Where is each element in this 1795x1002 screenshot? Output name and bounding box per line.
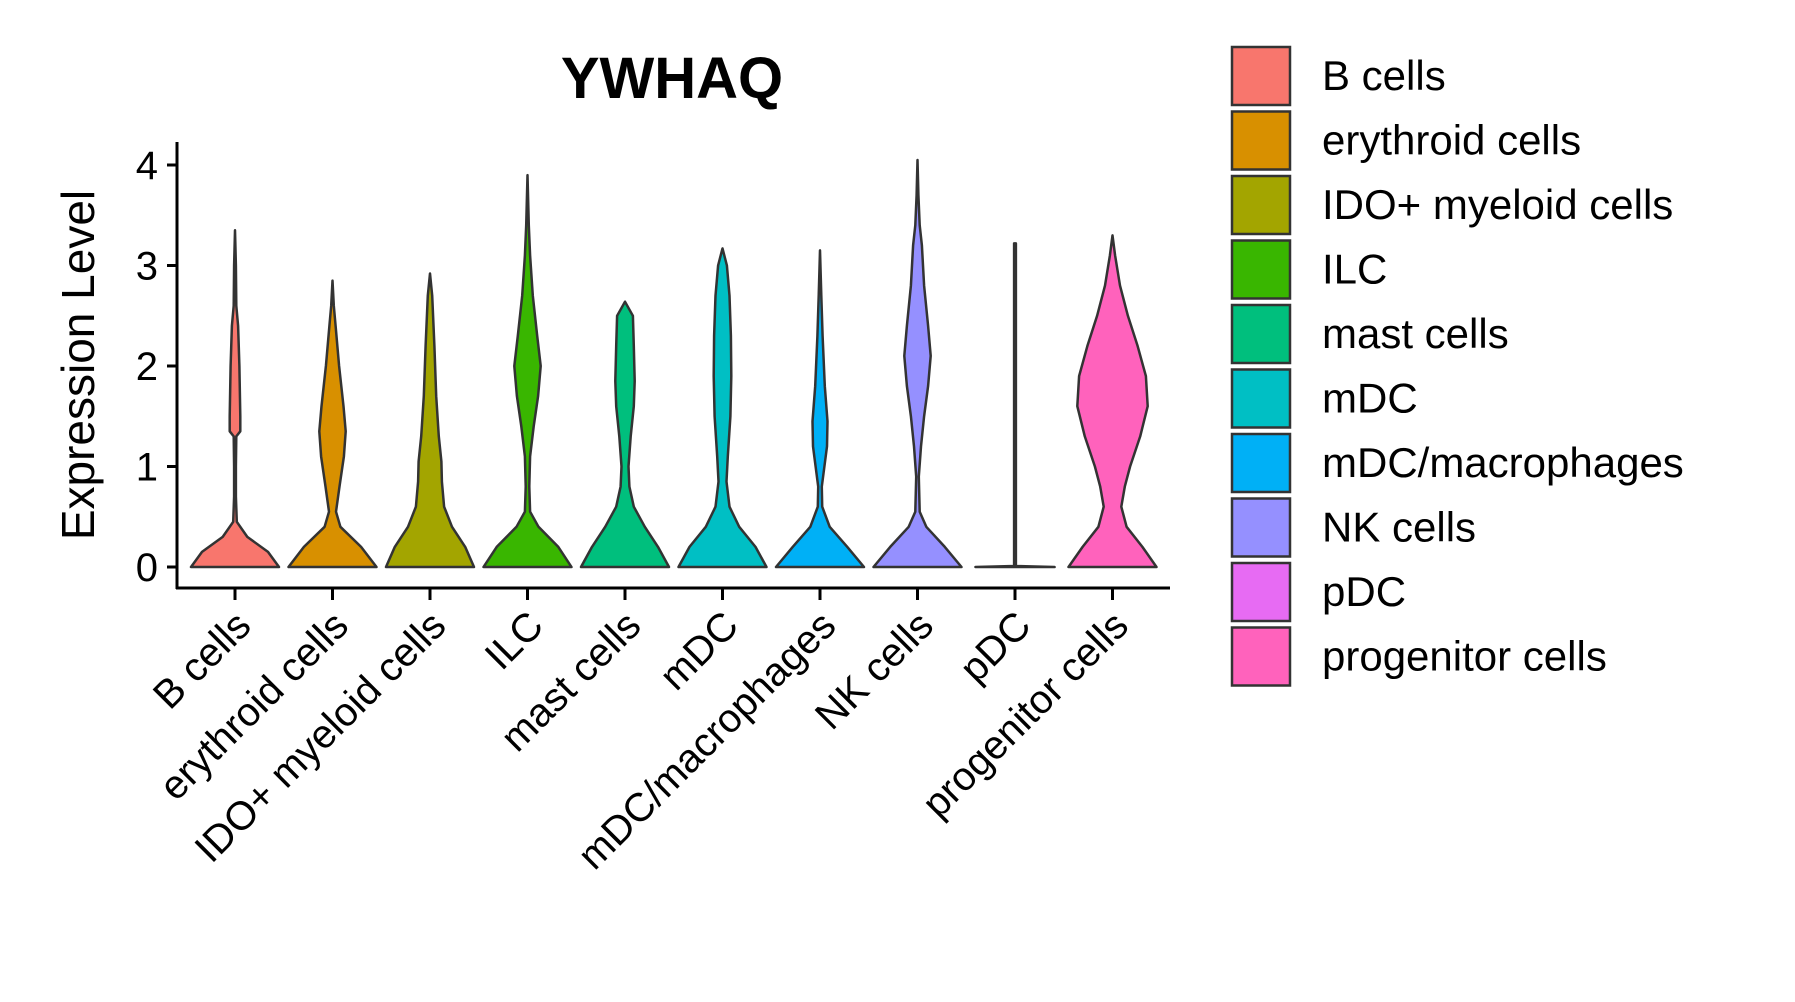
legend-label: ILC bbox=[1322, 246, 1387, 293]
legend-label: NK cells bbox=[1322, 504, 1476, 551]
legend-label: B cells bbox=[1322, 52, 1446, 99]
legend: B cells erythroid cells IDO+ myeloid cells… bbox=[1230, 45, 1684, 687]
legend-label: erythroid cells bbox=[1322, 117, 1581, 164]
y-tick-label: 1 bbox=[136, 446, 158, 490]
violin-ido-myeloid-cells bbox=[384, 272, 476, 569]
y-tick-label: 4 bbox=[136, 144, 158, 188]
violin-plot-area bbox=[189, 158, 1158, 569]
chart-title: YWHAQ bbox=[561, 46, 783, 111]
violin-ilc bbox=[482, 173, 573, 569]
y-tick-label: 0 bbox=[136, 546, 158, 590]
legend-label: progenitor cells bbox=[1322, 633, 1607, 680]
violin-erythroid-cells bbox=[287, 279, 378, 569]
legend-label: IDO+ myeloid cells bbox=[1322, 181, 1673, 228]
legend-swatch bbox=[1230, 303, 1292, 365]
legend-swatch bbox=[1230, 174, 1292, 236]
y-tick-label: 2 bbox=[136, 345, 158, 389]
y-tick-label: 3 bbox=[136, 245, 158, 289]
violin-mdc-macrophages bbox=[774, 249, 866, 569]
legend-swatch bbox=[1230, 368, 1292, 429]
violin-pdc bbox=[974, 242, 1056, 569]
x-tick-label: ILC bbox=[477, 603, 552, 678]
legend-swatch bbox=[1230, 497, 1292, 558]
violin-b-cells bbox=[189, 229, 281, 569]
violin-mdc bbox=[677, 247, 768, 569]
x-tick-label: pDC bbox=[952, 603, 1040, 691]
violin-nk-cells bbox=[872, 158, 963, 569]
legend-label: mast cells bbox=[1322, 310, 1509, 357]
legend-swatch bbox=[1230, 110, 1292, 171]
violin-progenitor-cells bbox=[1067, 234, 1158, 569]
legend-swatch bbox=[1230, 432, 1292, 494]
legend-swatch bbox=[1230, 626, 1292, 687]
y-axis-label: Expression Level bbox=[52, 190, 104, 540]
legend-label: mDC bbox=[1322, 375, 1418, 422]
violin-mast-cells bbox=[579, 300, 671, 569]
legend-swatch bbox=[1230, 561, 1292, 623]
legend-label: mDC/macrophages bbox=[1322, 439, 1684, 486]
legend-swatch bbox=[1230, 239, 1292, 300]
legend-label: pDC bbox=[1322, 568, 1406, 615]
y-axis-ticks: 0 1 2 3 4 bbox=[136, 144, 177, 590]
legend-swatch bbox=[1230, 45, 1292, 107]
